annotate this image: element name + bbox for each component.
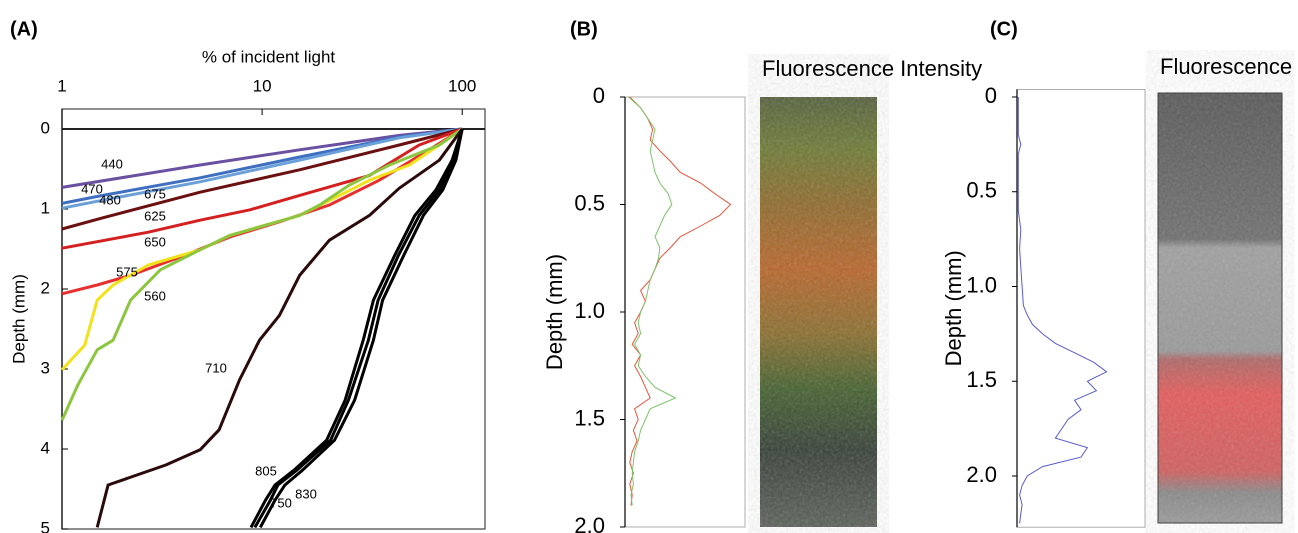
panel-title: Fluorescence Intensity bbox=[1160, 54, 1298, 79]
series-label: 710 bbox=[205, 360, 227, 375]
micrograph-c bbox=[1157, 92, 1283, 524]
y-tick-label: 0 bbox=[985, 83, 997, 108]
intensity-profile bbox=[628, 96, 677, 506]
panel-label: (C) bbox=[990, 18, 1018, 40]
micrograph-b bbox=[760, 97, 877, 527]
y-axis-label: Depth (mm) bbox=[941, 250, 966, 366]
panel: (B) Fluorescence Intensity Depth (mm) 0 0.5 1… bbox=[542, 18, 982, 533]
light-curve bbox=[95, 128, 464, 528]
y-tick-label: 1.0 bbox=[574, 298, 605, 323]
y-tick-label: 5 bbox=[41, 518, 50, 533]
series-label: 805 bbox=[255, 463, 277, 478]
y-tick-label: 1.5 bbox=[966, 367, 997, 392]
x-tick-label: 1 bbox=[57, 76, 66, 95]
x-tick-label: 100 bbox=[448, 76, 476, 95]
y-axis-label: Depth (mm) bbox=[542, 254, 567, 370]
plot-frame bbox=[624, 96, 746, 528]
panel: (C) Fluorescence Intensity Depth (mm) 0 0.5 1… bbox=[941, 18, 1298, 528]
y-tick-label: 2.0 bbox=[574, 513, 605, 533]
light-curve bbox=[61, 127, 463, 210]
y-tick-label: 0 bbox=[41, 118, 50, 137]
x-axis-label: % of incident light bbox=[202, 47, 336, 66]
y-tick-label: 2.0 bbox=[966, 462, 997, 487]
y-tick-label: 2 bbox=[41, 278, 50, 297]
intensity-profile bbox=[1017, 97, 1108, 524]
plot-frame bbox=[1016, 89, 1146, 528]
series-label: 560 bbox=[144, 288, 166, 303]
series-label: 830 bbox=[295, 486, 317, 501]
series-label: 440 bbox=[101, 156, 123, 171]
panel-label: (A) bbox=[10, 18, 38, 40]
y-tick-label: 4 bbox=[41, 438, 50, 457]
y-tick-label: 0 bbox=[593, 83, 605, 108]
panel-title: Fluorescence Intensity bbox=[762, 56, 982, 81]
series-label: 675 bbox=[144, 186, 166, 201]
series-label: 480 bbox=[99, 192, 121, 207]
panel: (A) % of incident light Depth (mm) 0 1 2 3 4 5 1 1… bbox=[9, 18, 486, 533]
y-tick-label: 1.0 bbox=[966, 272, 997, 297]
series-label: 650 bbox=[144, 234, 166, 249]
series-label: 625 bbox=[144, 208, 166, 223]
y-tick-label: 0.5 bbox=[574, 190, 605, 215]
light-curve bbox=[253, 128, 464, 529]
series-label: 470 bbox=[81, 181, 103, 196]
series-label: 575 bbox=[116, 264, 138, 279]
y-tick-label: 1 bbox=[41, 198, 50, 217]
light-curve bbox=[61, 127, 463, 250]
y-tick-label: 1.5 bbox=[574, 405, 605, 430]
light-curve bbox=[60, 127, 464, 421]
y-tick-label: 0.5 bbox=[966, 178, 997, 203]
x-tick-label: 10 bbox=[253, 76, 272, 95]
light-curve bbox=[61, 127, 463, 231]
light-curve bbox=[258, 128, 464, 529]
y-axis-label: Depth (mm) bbox=[9, 274, 28, 364]
y-tick-label: 3 bbox=[41, 358, 50, 377]
light-curve bbox=[249, 128, 464, 529]
panel-label: (B) bbox=[570, 18, 598, 40]
